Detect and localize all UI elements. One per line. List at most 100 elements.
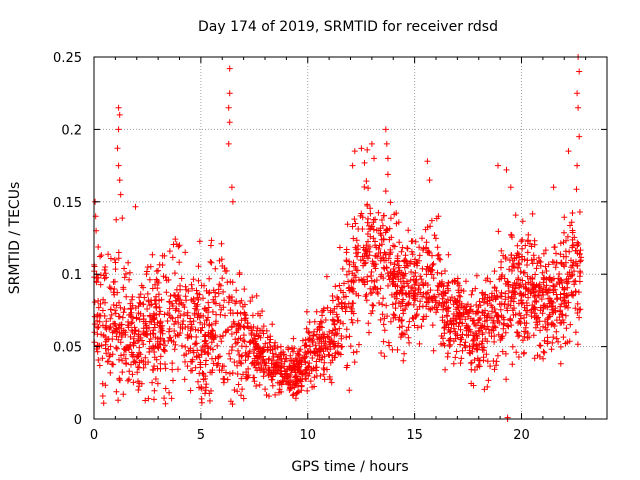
data-point: [267, 343, 274, 350]
data-point: [397, 303, 404, 310]
data-point: [368, 140, 375, 147]
data-point: [372, 242, 379, 249]
data-point: [453, 348, 460, 355]
data-point: [320, 371, 327, 378]
data-point: [239, 352, 246, 359]
data-point: [359, 226, 366, 232]
data-point: [242, 357, 249, 364]
data-point: [238, 297, 245, 304]
y-tick-label: 0.05: [53, 341, 82, 356]
data-point: [515, 251, 522, 258]
data-point: [537, 327, 544, 334]
data-point: [360, 257, 367, 264]
data-point: [241, 315, 248, 322]
data-point: [430, 260, 437, 267]
data-point: [95, 357, 102, 363]
data-point: [532, 271, 539, 278]
data-point: [208, 237, 215, 244]
data-point: [272, 339, 279, 346]
data-point: [159, 262, 166, 268]
data-point: [505, 294, 512, 301]
data-point: [401, 350, 408, 357]
data-point: [531, 355, 538, 362]
data-point: [553, 328, 560, 335]
data-point: [531, 237, 538, 244]
data-point: [197, 312, 204, 319]
data-point: [430, 275, 437, 282]
data-point: [224, 376, 231, 383]
data-point: [193, 287, 200, 294]
data-point: [111, 291, 118, 298]
data-point: [164, 318, 171, 324]
data-point: [119, 369, 126, 376]
data-point: [226, 90, 233, 97]
data-point: [368, 223, 375, 230]
data-point: [226, 370, 233, 377]
data-point: [176, 301, 182, 307]
data-point: [272, 391, 279, 398]
data-point: [244, 373, 251, 380]
data-point: [416, 252, 423, 259]
data-point: [225, 299, 232, 306]
data-point: [348, 316, 355, 323]
data-point: [450, 360, 457, 367]
data-point: [406, 291, 413, 297]
data-point: [202, 337, 209, 344]
data-point: [471, 357, 478, 363]
data-point: [167, 293, 174, 299]
data-point: [443, 312, 450, 319]
data-point: [550, 321, 557, 328]
data-point: [491, 268, 498, 275]
data-point: [353, 237, 360, 244]
data-point: [392, 300, 399, 307]
data-point: [455, 287, 462, 294]
y-tick-label: 0: [74, 413, 82, 428]
data-point: [192, 326, 199, 333]
data-point: [193, 303, 200, 310]
data-point: [519, 277, 526, 284]
data-point: [501, 316, 507, 323]
data-point: [314, 326, 321, 333]
data-point: [394, 346, 401, 353]
data-point: [550, 334, 557, 341]
data-point: [564, 271, 571, 278]
data-point: [269, 350, 276, 357]
data-point: [314, 336, 321, 343]
data-point: [473, 272, 480, 279]
data-point: [402, 270, 409, 277]
data-point: [101, 313, 108, 319]
data-point: [114, 145, 121, 152]
data-point: [291, 374, 298, 381]
data-point: [388, 234, 395, 241]
data-point: [234, 388, 241, 395]
data-point: [497, 306, 504, 313]
data-point: [496, 319, 503, 326]
data-point: [509, 263, 516, 270]
data-point: [150, 310, 157, 317]
data-point: [131, 330, 138, 337]
data-point: [266, 339, 273, 346]
data-point: [536, 318, 543, 325]
data-point: [364, 273, 371, 280]
data-point: [561, 290, 567, 297]
data-point: [132, 203, 139, 210]
data-point: [110, 302, 117, 308]
data-point: [245, 325, 252, 332]
data-point: [285, 380, 292, 387]
data-point: [346, 261, 353, 268]
data-point: [460, 288, 467, 294]
data-point: [149, 314, 156, 321]
data-point: [203, 317, 210, 323]
data-point: [302, 336, 309, 343]
data-point: [564, 233, 571, 240]
data-point: [112, 266, 119, 273]
data-point: [328, 379, 335, 386]
data-point: [202, 390, 208, 397]
data-point: [293, 358, 300, 365]
data-point: [99, 380, 106, 387]
data-point: [383, 265, 390, 271]
data-point: [173, 241, 180, 248]
data-point: [339, 265, 346, 272]
data-point: [236, 351, 243, 358]
data-point: [240, 371, 246, 378]
